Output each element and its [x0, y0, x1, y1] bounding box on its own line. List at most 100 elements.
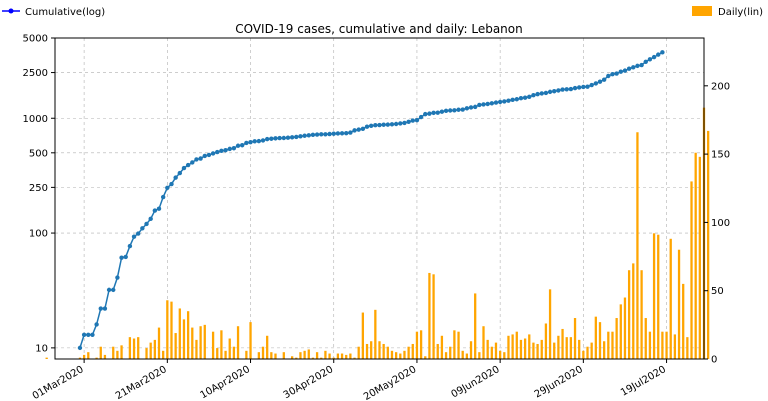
daily-bar — [78, 357, 82, 359]
daily-bar — [224, 350, 227, 359]
cumulative-point — [302, 133, 307, 138]
left-axis: 10 100 250 500 1000 2500 5000 — [23, 34, 55, 354]
daily-bar — [444, 352, 448, 359]
daily-bar — [128, 337, 132, 359]
left-tick-label: 100 — [29, 229, 48, 240]
daily-bar — [290, 356, 294, 359]
cumulative-point — [356, 127, 361, 132]
cumulative-point — [298, 134, 303, 139]
daily-bar — [432, 274, 435, 359]
cumulative-point — [277, 135, 282, 141]
cumulative-point — [539, 91, 544, 96]
daily-bar — [303, 350, 306, 359]
cumulative-point — [215, 149, 220, 155]
daily-bar — [607, 331, 610, 359]
daily-bar — [45, 357, 48, 359]
daily-bar — [594, 316, 597, 359]
daily-bar — [569, 337, 573, 359]
cumulative-point — [269, 136, 274, 141]
x-tick-label: 09Jun2020 — [450, 364, 502, 400]
cumulative-point — [656, 52, 661, 57]
daily-bar — [424, 356, 427, 359]
cumulative-point — [502, 99, 507, 104]
cumulative-point — [90, 332, 95, 337]
daily-bar — [686, 337, 689, 359]
cumulative-point — [472, 104, 478, 110]
grid — [55, 37, 704, 359]
cumulative-point — [165, 185, 170, 190]
cumulative-point — [136, 231, 141, 236]
daily-bar — [503, 352, 506, 359]
cumulative-point — [651, 54, 657, 60]
daily-bar — [324, 350, 327, 359]
cumulative-point — [115, 275, 120, 280]
cumulative-point — [385, 122, 391, 127]
cumulative-point — [418, 114, 424, 120]
daily-bar — [511, 334, 514, 359]
cumulative-point — [306, 133, 311, 138]
daily-bar — [386, 346, 389, 359]
cumulative-point — [493, 100, 499, 105]
cumulative-point — [614, 71, 619, 76]
right-tick-label: 150 — [711, 150, 730, 161]
legend-cumulative-label: Cumulative(log) — [25, 7, 105, 18]
daily-bar — [378, 341, 381, 359]
cumulative-point — [443, 108, 449, 114]
daily-bar — [216, 348, 219, 359]
daily-bar — [274, 353, 277, 359]
daily-bar — [149, 342, 152, 359]
cumulative-point — [631, 65, 636, 70]
daily-bar — [548, 289, 552, 359]
daily-bar — [469, 341, 473, 359]
cumulative-point — [452, 108, 457, 113]
cumulative-point — [314, 132, 320, 137]
cumulative-point — [481, 102, 486, 107]
daily-bar — [170, 301, 173, 359]
daily-bar — [540, 339, 543, 359]
daily-bar — [116, 350, 119, 359]
daily-bar — [266, 335, 269, 359]
cumulative-point — [460, 107, 465, 112]
daily-bar — [669, 238, 672, 359]
daily-bar — [357, 346, 360, 359]
right-tick-label: 200 — [711, 81, 730, 92]
cumulative-point — [527, 94, 532, 100]
daily-bar — [453, 330, 456, 359]
daily-bar — [145, 348, 148, 359]
cumulative-point — [522, 95, 528, 100]
cumulative-point — [543, 90, 549, 96]
cumulative-point — [360, 126, 366, 132]
daily-bar — [449, 346, 452, 359]
x-tick-label: 01Mar2020 — [31, 364, 86, 401]
daily-bar — [419, 330, 423, 359]
cumulative-point — [190, 160, 195, 165]
cumulative-point — [468, 105, 474, 110]
cumulative-point — [552, 89, 557, 94]
daily-bar — [486, 339, 489, 359]
daily-bar — [191, 327, 194, 359]
cumulative-point — [639, 62, 644, 68]
daily-bar — [644, 318, 647, 359]
cumulative-point — [331, 131, 336, 136]
cumulative-point — [597, 79, 603, 84]
cumulative-point — [593, 81, 599, 86]
daily-bar — [95, 357, 98, 359]
cumulative-point — [210, 151, 216, 156]
cumulative-point — [364, 124, 370, 129]
cumulative-point — [423, 111, 428, 117]
cumulative-point — [572, 85, 578, 91]
daily-bar — [544, 323, 548, 359]
daily-bar — [220, 330, 223, 359]
daily-bar — [394, 352, 398, 359]
daily-bar — [457, 331, 460, 359]
daily-bar — [153, 339, 156, 359]
daily-bar — [698, 156, 701, 359]
daily-bar — [661, 331, 664, 359]
daily-bar — [707, 130, 710, 359]
cumulative-point — [635, 63, 640, 69]
cumulative-point — [323, 132, 328, 137]
daily-bar — [582, 350, 585, 359]
cumulative-point — [235, 143, 241, 148]
daily-bar — [361, 312, 365, 359]
